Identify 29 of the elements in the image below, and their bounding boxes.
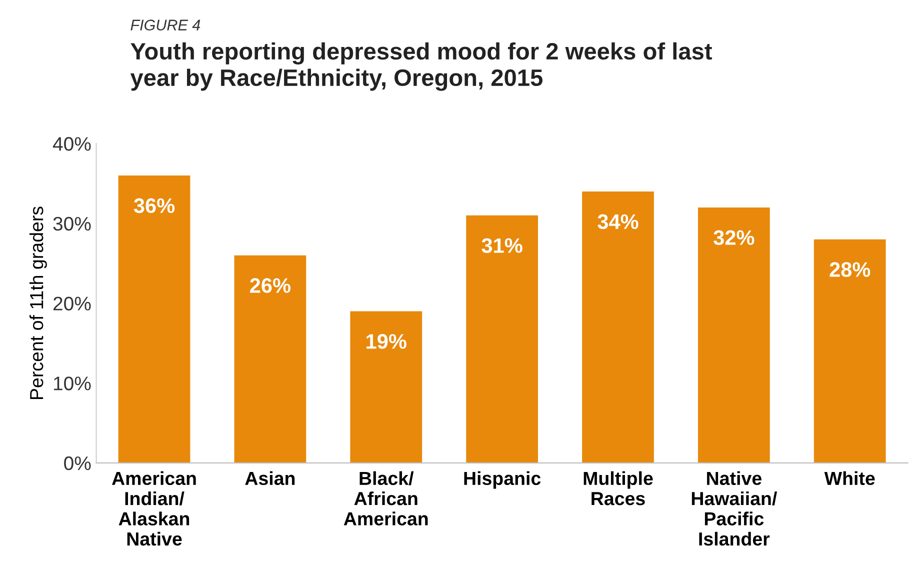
- chart-title: Youth reporting depressed mood for 2 weeks of last year by Race/Ethnicity, Oregon, 2015: [130, 42, 712, 91]
- y-tick-label: 30%: [53, 216, 91, 231]
- x-tick-label: Asian: [245, 471, 295, 486]
- data-label: 19%: [366, 334, 406, 349]
- data-label: 34%: [598, 214, 638, 230]
- y-tick-label: 20%: [53, 296, 91, 310]
- y-tick-label: 40%: [52, 137, 91, 151]
- bar: [582, 191, 654, 463]
- data-label: 28%: [830, 262, 870, 277]
- data-label: 26%: [250, 278, 290, 293]
- bar: [234, 255, 306, 463]
- bar: [698, 207, 770, 463]
- y-axis-title: Percent of 11th graders: [29, 206, 47, 399]
- x-tick-label: Black/ African American: [344, 471, 428, 526]
- data-label: 36%: [134, 198, 175, 214]
- y-tick-label: 10%: [54, 376, 91, 390]
- x-tick-label: American Indian/ Alaskan Native: [112, 471, 196, 546]
- bar: [118, 176, 190, 463]
- y-tick-label: 0%: [64, 456, 91, 470]
- x-tick-label: Multiple Races: [584, 471, 653, 506]
- data-label: 31%: [482, 238, 522, 254]
- caption: FIGURE 4: [130, 20, 200, 30]
- x-tick-label: White: [824, 471, 875, 486]
- bar: [466, 215, 538, 463]
- x-tick-label: Native Hawaiian/ Pacific Islander: [692, 471, 777, 546]
- bar: [814, 239, 886, 463]
- bar: [350, 311, 422, 463]
- x-tick-label: Hispanic: [464, 471, 541, 489]
- data-label: 32%: [714, 230, 754, 246]
